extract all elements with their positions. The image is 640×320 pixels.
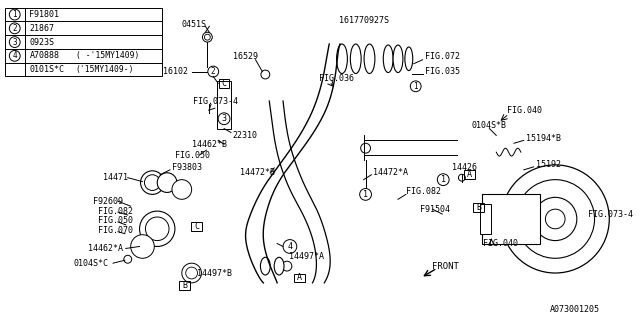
Bar (479, 204, 492, 234)
Text: A073001205: A073001205 (550, 305, 600, 314)
Text: FIG.082: FIG.082 (406, 187, 441, 196)
Text: ('15MY1409-): ('15MY1409-) (76, 65, 134, 74)
Text: 15192: 15192 (536, 160, 561, 169)
Text: 3: 3 (12, 37, 17, 47)
Text: 14497*A: 14497*A (289, 252, 324, 261)
Text: FIG.070: FIG.070 (99, 226, 133, 235)
Text: A: A (297, 273, 302, 283)
Circle shape (182, 263, 202, 283)
Text: F92609: F92609 (93, 197, 124, 206)
Text: 21867: 21867 (29, 24, 54, 33)
Text: FIG.040: FIG.040 (483, 239, 518, 248)
Text: 14462*B: 14462*B (191, 140, 227, 149)
Bar (294, 274, 305, 282)
Text: 1: 1 (363, 190, 368, 199)
Bar (179, 281, 190, 290)
Ellipse shape (393, 45, 403, 73)
Circle shape (534, 197, 577, 241)
Circle shape (186, 267, 198, 279)
Text: 14472*A: 14472*A (373, 168, 408, 177)
Text: 14426: 14426 (452, 164, 477, 172)
Text: 1: 1 (413, 82, 418, 91)
Circle shape (145, 175, 160, 190)
Text: FIG.073-4: FIG.073-4 (588, 210, 633, 219)
Text: F93803: F93803 (172, 164, 202, 172)
Circle shape (140, 211, 175, 246)
Text: FIG.050: FIG.050 (175, 151, 210, 160)
Circle shape (157, 173, 177, 192)
Bar (473, 203, 484, 212)
Text: 16102: 16102 (163, 67, 188, 76)
Text: A: A (467, 170, 472, 179)
Text: 22310: 22310 (233, 131, 258, 140)
Text: FIG.036: FIG.036 (319, 74, 355, 83)
Text: 0104S*B: 0104S*B (472, 121, 507, 130)
Text: FRONT: FRONT (433, 262, 460, 271)
Text: FIG.082: FIG.082 (99, 207, 133, 216)
Text: B: B (182, 281, 188, 290)
Text: FIG.035: FIG.035 (424, 67, 460, 76)
Circle shape (501, 165, 609, 273)
Text: F91801: F91801 (29, 10, 60, 19)
Text: 0451S: 0451S (182, 20, 207, 29)
Bar (191, 222, 202, 231)
Text: C: C (221, 79, 227, 88)
Circle shape (131, 235, 154, 258)
Bar (481, 194, 541, 244)
Text: 16529: 16529 (233, 52, 258, 61)
Text: 14497*B: 14497*B (196, 268, 232, 277)
Text: A70888: A70888 (29, 51, 60, 60)
Text: 4: 4 (12, 51, 17, 60)
Text: B: B (476, 203, 481, 212)
Text: F91504: F91504 (420, 204, 450, 214)
Bar (219, 79, 230, 88)
Text: 2: 2 (211, 67, 216, 76)
Circle shape (141, 171, 164, 194)
Text: FIG.050: FIG.050 (99, 216, 133, 225)
Text: FIG.040: FIG.040 (507, 106, 542, 116)
Text: FIG.073-4: FIG.073-4 (193, 97, 237, 106)
Text: ( -'15MY1409): ( -'15MY1409) (76, 51, 139, 60)
Text: 161770927S: 161770927S (339, 16, 389, 25)
Circle shape (145, 217, 169, 241)
Text: 2: 2 (12, 24, 17, 33)
Ellipse shape (383, 45, 393, 73)
Circle shape (282, 261, 292, 271)
Text: 0101S*C: 0101S*C (29, 65, 65, 74)
Text: 3: 3 (221, 114, 227, 123)
Text: 0104S*C: 0104S*C (74, 259, 109, 268)
Text: FIG.072: FIG.072 (424, 52, 460, 61)
Text: C: C (194, 222, 199, 231)
Text: 15194*B: 15194*B (525, 134, 561, 143)
Text: 1: 1 (441, 175, 445, 184)
Circle shape (516, 180, 595, 258)
Ellipse shape (405, 47, 413, 71)
Circle shape (124, 255, 132, 263)
Ellipse shape (274, 257, 284, 275)
Ellipse shape (260, 257, 270, 275)
Circle shape (545, 209, 565, 229)
Bar (465, 170, 475, 179)
Circle shape (172, 180, 191, 199)
Text: 4: 4 (287, 242, 292, 251)
Text: 0923S: 0923S (29, 37, 54, 47)
Bar (5, 8, 162, 76)
Text: 14472*B: 14472*B (240, 168, 275, 177)
Text: 1: 1 (12, 10, 17, 19)
Text: 14471: 14471 (103, 173, 128, 182)
Bar (217, 81, 231, 129)
Text: 14462*A: 14462*A (88, 244, 124, 253)
